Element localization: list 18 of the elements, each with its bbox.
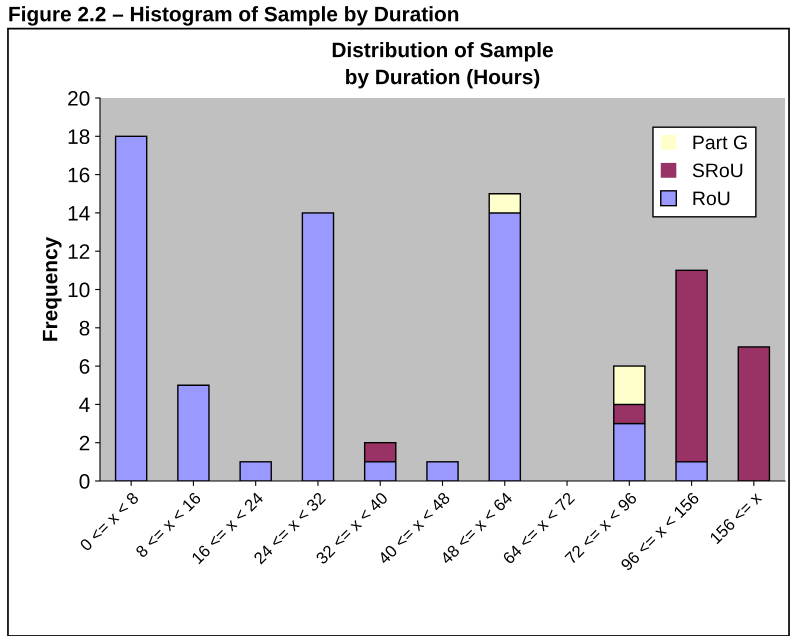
chart-title: Distribution of Sample by Duration (Hours)	[332, 42, 553, 88]
y-tick-label: 0	[80, 474, 90, 489]
x-tick-label: 156 <= x	[709, 491, 762, 544]
y-axis-title: Frequency	[42, 236, 62, 341]
caption: Figure 2.2 – Histogram of Sample by Duration	[9, 6, 458, 26]
y-tick-label: 2	[80, 436, 90, 450]
legend-label: RoU	[693, 192, 730, 206]
y-tick-label: 8	[80, 320, 90, 336]
y-tick-label: 10	[68, 282, 90, 298]
y-tick-label: 18	[68, 129, 90, 144]
y-tick-label: 12	[68, 244, 90, 259]
y-tick-label: 20	[68, 91, 90, 106]
y-tick-label: 16	[68, 168, 90, 182]
legend-label: SRoU	[692, 164, 742, 178]
y-tick-label: 6	[80, 359, 90, 374]
y-tick-label: 14	[68, 206, 90, 220]
legend-label: Part G	[693, 136, 747, 150]
y-tick-label: 4	[79, 398, 90, 412]
